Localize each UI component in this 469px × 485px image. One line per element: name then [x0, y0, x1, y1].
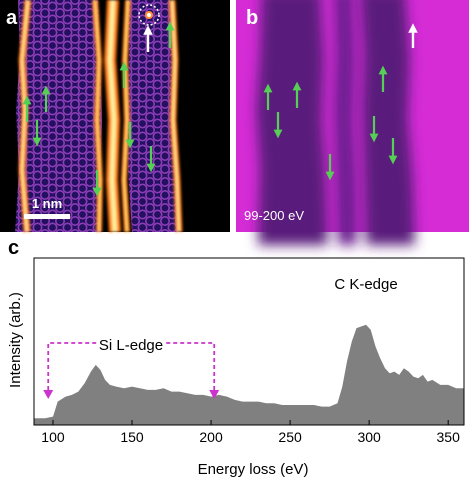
x-tick-label: 350: [437, 429, 461, 445]
panel-c: c Si L-edge C K-edge 100 150 200 250 300 350 …: [7, 237, 465, 478]
panel-a-green-arrows: [22, 21, 175, 197]
panel-a: a 1 nm: [0, 0, 230, 233]
y-axis-label: Intensity (arb.): [7, 292, 24, 388]
panel-b-energy-range: 99-200 eV: [244, 208, 304, 223]
panel-b-green-arrows: [263, 65, 398, 181]
si-ledge-bracket: [47, 342, 216, 390]
x-tick-label: 200: [199, 429, 223, 445]
panel-a-highlight-circle: [138, 4, 160, 26]
si-ledge-arrow-right-icon: [209, 390, 220, 399]
scale-bar-label: 1 nm: [32, 196, 62, 211]
plot-frame: [33, 257, 465, 426]
scale-bar: [24, 214, 70, 219]
panel-b-band-left: [256, 0, 328, 245]
spectrum-area: [34, 324, 464, 425]
panel-a-letter: a: [6, 7, 18, 29]
panel-b-band-right: [360, 0, 415, 245]
x-tick-label: 300: [357, 429, 381, 445]
x-tick-label: 150: [120, 429, 144, 445]
si-ledge-label: Si L-edge: [99, 337, 163, 354]
panel-c-letter: c: [8, 237, 19, 259]
panel-b-letter: b: [246, 7, 258, 29]
x-tick-label: 100: [41, 429, 65, 445]
x-axis-label: Energy loss (eV): [198, 461, 309, 478]
panel-b: b 99-200 eV: [236, 0, 469, 245]
panel-a-bright-edges: [18, 0, 183, 233]
x-tick-label: 250: [278, 429, 302, 445]
x-axis-ticks: 100 150 200 250 300 350: [41, 420, 460, 445]
si-ledge-arrow-left-icon: [43, 390, 54, 399]
c-kedge-label: C K-edge: [334, 276, 397, 293]
